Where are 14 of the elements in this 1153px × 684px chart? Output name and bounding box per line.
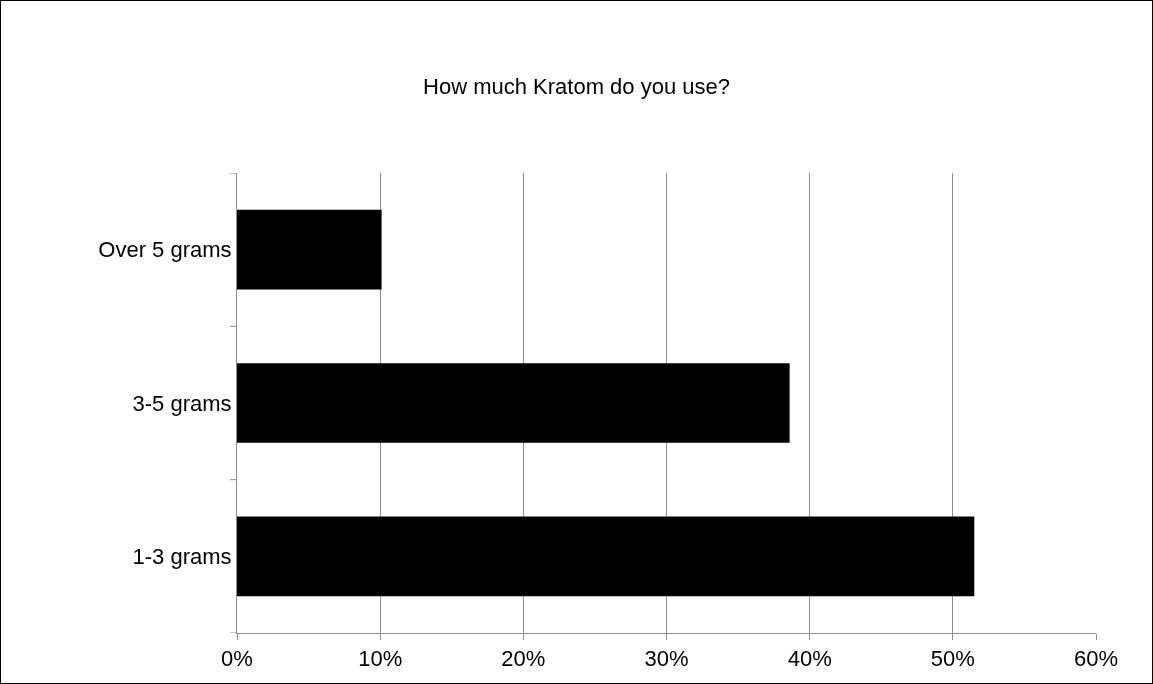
- bar: [237, 363, 790, 443]
- x-tick-label: 10%: [358, 646, 403, 672]
- x-tick-label: 20%: [501, 646, 546, 672]
- x-tick-label: 40%: [787, 646, 832, 672]
- y-tick-label: 3-5 grams: [132, 390, 232, 416]
- x-tick-label: 60%: [1073, 646, 1119, 672]
- x-tick-label: 50%: [930, 646, 975, 672]
- bar: [237, 209, 382, 290]
- x-tick-label: 30%: [644, 646, 689, 672]
- y-tick-label: 1-3 grams: [132, 544, 232, 570]
- chart-title: How much Kratom do you use?: [423, 73, 730, 99]
- y-tick-label: Over 5 grams: [98, 237, 232, 263]
- bar: [237, 516, 975, 597]
- x-tick-label: 0%: [221, 646, 253, 672]
